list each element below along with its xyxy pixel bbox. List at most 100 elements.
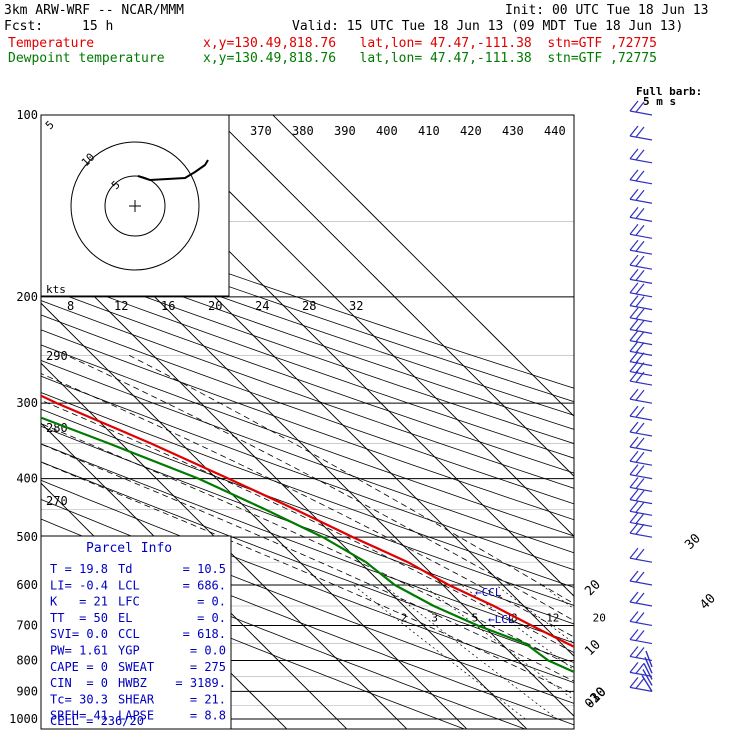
- wind-barb-150: [629, 206, 653, 222]
- temperature-trace: [41, 394, 574, 648]
- parcel-label-sreh: SREH: [50, 709, 79, 723]
- wind-barb-800: [629, 646, 653, 662]
- theta-label-380: 380: [292, 124, 314, 138]
- wind-barb-300: [629, 388, 653, 404]
- parcel-label-el: EL: [118, 611, 132, 625]
- dry-adiabat-300: [41, 461, 574, 663]
- theta-labels: 370 380 390 400 410 420 430 440 290 280 270: [46, 124, 566, 508]
- hodograph-speed-20: 20: [208, 299, 222, 313]
- wind-barb-340: [629, 421, 653, 437]
- wind-barb-180: [629, 254, 653, 270]
- hodograph-speed-8: 8: [67, 299, 74, 313]
- wind-barb-750: [629, 629, 653, 645]
- wind-barb-400: [629, 464, 653, 480]
- ccl-tag: ←CCL: [475, 586, 502, 599]
- moist-adiabat-12: [41, 443, 574, 682]
- pressure-label-700: 700: [16, 618, 38, 632]
- parcel-label-li: LI: [50, 578, 64, 592]
- wind-barb-280: [629, 370, 653, 386]
- dry-adiabat-360: [41, 359, 574, 554]
- wind-barb-130: [629, 169, 653, 185]
- wind-barb-140: [629, 188, 653, 204]
- isotherm-label-20: 20: [582, 577, 604, 599]
- wind-barb-480: [629, 512, 653, 528]
- hodograph-trace: [137, 159, 209, 182]
- parcel-label-lcl: LCL: [118, 578, 140, 592]
- mixing-ratio-5: [422, 584, 574, 701]
- wind-barb-240: [629, 330, 653, 346]
- lcl-tag: ←LCL: [488, 613, 515, 626]
- mixing-ratio-label-3: 3: [431, 611, 438, 624]
- wind-barb-900: [629, 676, 653, 692]
- hodograph-ring-outer: [70, 141, 200, 271]
- dry-adiabat-450: [41, 232, 574, 416]
- parcel-label-k: K: [50, 595, 58, 609]
- wind-barb-120: [629, 148, 653, 164]
- parcel-label-cin: CIN: [50, 676, 72, 690]
- dewpoint-legend: Dewpoint temperature: [8, 51, 165, 66]
- moist-adiabat-32: [129, 355, 574, 605]
- parcel-value-sweat: = 275: [190, 660, 226, 674]
- moist-adiabat-8: [41, 461, 574, 695]
- wind-barb-230: [629, 319, 653, 335]
- dry-adiabat-390: [41, 314, 574, 505]
- pressure-label-400: 400: [16, 472, 38, 486]
- parcel-label-t: T: [50, 562, 57, 576]
- wind-barb-700: [629, 611, 653, 627]
- wind-barb-460: [629, 500, 653, 516]
- parcel-label-shear: SHEAR: [118, 692, 155, 706]
- mixing-ratio-label-20: 20: [593, 611, 606, 624]
- isotherm-50: [272, 115, 574, 417]
- parcel-label-sweat: SWEAT: [118, 660, 154, 674]
- pressure-label-200: 200: [16, 290, 38, 304]
- temperature-location: x,y=130.49,818.76 lat,lon= 47.47,-111.38…: [203, 36, 657, 51]
- isotherm--10: [41, 242, 528, 729]
- theta-label-440: 440: [544, 124, 566, 138]
- wind-barb-210: [629, 295, 653, 311]
- mixing-ratio-labels: 2 3 5 8 12 20: [401, 611, 606, 624]
- barb-key-value: 5 m s: [643, 95, 676, 108]
- temperature-legend: Temperature: [8, 36, 95, 51]
- dewpoint-location: x,y=130.49,818.76 lat,lon= 47.47,-111.38…: [203, 51, 657, 66]
- theta-label-370: 370: [250, 124, 272, 138]
- dry-adiabat-320: [41, 425, 574, 625]
- parcel-label-hwbz: HWBZ: [118, 676, 147, 690]
- parcel-value-shear: = 21.: [190, 692, 226, 706]
- isotherm-label-10: 10: [582, 637, 604, 659]
- theta-label-420: 420: [460, 124, 482, 138]
- pressure-axis: 100 200 300 400 500 600 700 800 900 1000: [9, 108, 38, 726]
- hodograph-speed-12: 12: [114, 299, 128, 313]
- parcel-title: Parcel Info: [86, 541, 172, 556]
- theta-label-280: 280: [46, 421, 68, 435]
- profile-traces: [41, 394, 574, 674]
- parcel-value-li: = -0.4: [65, 578, 108, 592]
- hodograph-speed-28: 28: [302, 299, 316, 313]
- wind-barb-100: [629, 100, 653, 116]
- parcel-value-cape: = 0: [86, 660, 108, 674]
- isotherm-label-40: 40: [697, 591, 719, 613]
- parcel-value-tc: = 30.3: [65, 692, 108, 706]
- pressure-label-100: 100: [16, 108, 38, 122]
- parcel-value-tt: = 50: [79, 611, 108, 625]
- hodograph-unit-label: kts: [46, 283, 66, 296]
- dry-adiabat-380: [41, 329, 574, 521]
- dewpoint-trace: [41, 416, 574, 674]
- dry-adiabat-400: [41, 300, 574, 489]
- hodograph-speed-32: 32: [349, 299, 363, 313]
- mixing-ratio-3: [382, 584, 558, 720]
- low-wind-barb-880: [642, 669, 653, 686]
- wind-barb-160: [629, 223, 653, 239]
- parcel-info-panel: Parcel Info T = 19.8 Td = 10.5 LI = -0.4 LCL = 6…: [40, 535, 232, 730]
- theta-label-290: 290: [46, 349, 68, 363]
- parcel-value-ygp: = 0.0: [190, 644, 226, 658]
- parcel-label-tt: TT: [50, 611, 64, 625]
- isotherm--30: [41, 362, 408, 729]
- moist-adiabat-24: [41, 373, 574, 638]
- parcel-cell: CELL = 236/20: [50, 714, 144, 728]
- low-wind-barb-820: [645, 650, 653, 668]
- parcel-label-td: Td: [118, 562, 132, 576]
- wind-barb-250: [629, 340, 653, 356]
- wind-barb-110: [629, 125, 653, 141]
